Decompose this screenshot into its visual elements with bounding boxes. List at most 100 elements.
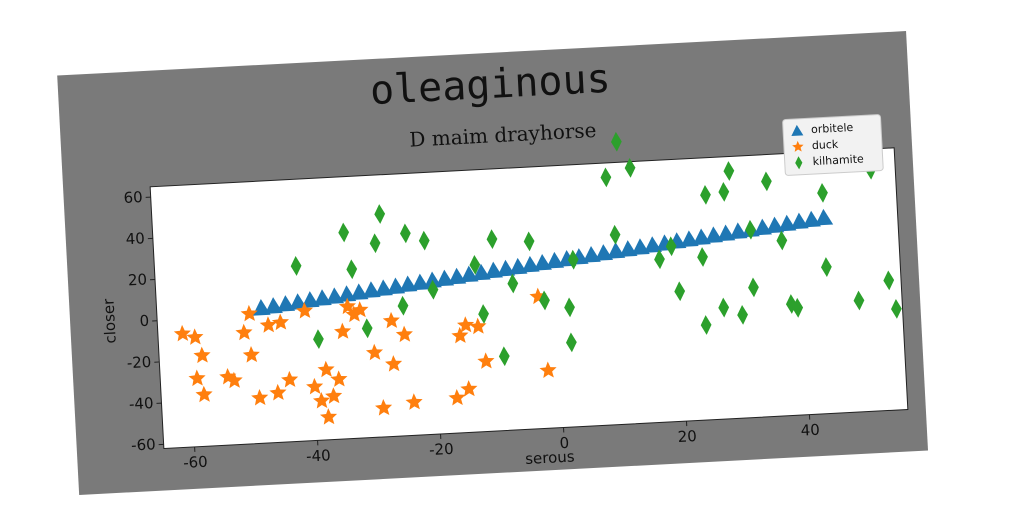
x-tick-label: 40: [800, 421, 820, 440]
scatter-point: [397, 295, 409, 316]
y-tick-label: -60: [131, 435, 156, 454]
scatter-point: [817, 183, 828, 203]
scatter-point: [498, 346, 510, 367]
scatter-point: [700, 315, 712, 335]
scatter-point: [281, 370, 299, 388]
y-tick-label: -40: [129, 394, 154, 413]
scatter-point: [539, 361, 557, 379]
scatter-point: [737, 304, 748, 325]
scatter-point: [361, 318, 373, 339]
scatter-point: [654, 249, 665, 270]
legend-label: duck: [812, 138, 840, 152]
scatter-point: [338, 222, 350, 243]
scatter-point: [186, 328, 204, 345]
scatter-point: [469, 254, 481, 275]
scatter-point: [427, 279, 439, 300]
scatter-point: [792, 297, 804, 318]
scatter-point: [290, 256, 302, 276]
legend-box: [782, 114, 884, 176]
scatter-point: [718, 181, 730, 202]
scatter-point: [225, 371, 243, 389]
legend-marker: [792, 140, 804, 152]
scatter-point: [306, 377, 324, 395]
scatter-point: [451, 326, 469, 344]
scatter-point: [609, 224, 621, 245]
x-axis-label: serous: [525, 447, 575, 468]
chart-card: oleaginous D maim drayhorse serous close…: [57, 31, 929, 495]
y-tick-label: 20: [127, 270, 147, 289]
y-tick-label: 40: [125, 229, 145, 248]
scatter-point: [365, 343, 384, 361]
scatter-point: [718, 297, 730, 318]
scatter-point: [399, 223, 411, 244]
x-tick-label: -40: [306, 446, 331, 465]
scatter-point: [334, 322, 352, 340]
scatter-point: [269, 383, 287, 401]
scatter-point: [674, 281, 686, 302]
scatter-point: [748, 277, 759, 298]
scatter-point: [319, 408, 338, 425]
scatter-point: [374, 204, 386, 224]
scatter-point: [610, 131, 622, 152]
scatter-point: [313, 329, 324, 350]
scatter-point: [486, 229, 498, 250]
legend-marker: [795, 156, 803, 170]
scatter-point: [259, 316, 277, 333]
scatter-point: [251, 388, 269, 406]
legend-label: orbitele: [811, 121, 854, 136]
scatter-point: [697, 247, 708, 267]
scatter-point: [240, 304, 258, 322]
scatter-point: [883, 270, 895, 291]
scatter-point: [188, 369, 206, 387]
scatter-point: [346, 259, 358, 280]
scatter-point: [418, 230, 430, 251]
scatter-point: [330, 370, 348, 387]
scatter-point: [776, 230, 788, 251]
x-tick-label: 20: [677, 427, 697, 446]
scatter-point: [539, 290, 550, 311]
scatter-point: [193, 346, 211, 364]
legend-marker: [791, 124, 804, 136]
scatter-point: [477, 352, 495, 369]
scatter-point: [723, 161, 735, 181]
y-tick-label: -20: [126, 353, 151, 372]
scatter-point: [235, 323, 253, 341]
scatter-point: [295, 301, 314, 319]
legend-label: kilhamite: [812, 152, 864, 168]
scatter-point: [853, 290, 865, 311]
scatter-point: [448, 388, 466, 406]
scatter-point: [700, 185, 711, 205]
scatter-point: [564, 297, 575, 318]
scatter-point: [375, 399, 393, 416]
scatter-point: [761, 171, 772, 192]
scatter-point: [507, 273, 519, 294]
scatter-point: [369, 233, 381, 254]
scatter-point: [565, 332, 577, 353]
scatter-point: [338, 297, 356, 315]
scatter-point: [317, 360, 335, 378]
scatter-point: [624, 157, 636, 178]
scatter-point: [745, 219, 756, 240]
y-tick-label: 0: [139, 312, 149, 330]
scatter-point: [456, 316, 475, 333]
scatter-point: [173, 324, 191, 342]
scatter-point: [469, 317, 487, 335]
scatter-point: [385, 355, 403, 372]
x-tick-label: 0: [559, 434, 569, 452]
scatter-point: [891, 298, 902, 319]
scatter-point: [351, 301, 369, 318]
scatter-point: [382, 311, 400, 329]
scatter-point: [460, 380, 478, 397]
y-axis-label: closer: [99, 297, 119, 344]
scatter-point: [821, 257, 832, 277]
scatter-point: [271, 313, 289, 331]
scatter-point: [345, 305, 363, 323]
scatter-point: [600, 167, 612, 188]
scatter-point: [567, 249, 579, 270]
scatter-point: [242, 346, 260, 363]
y-tick-label: 60: [123, 188, 143, 207]
scatter-point: [405, 393, 423, 410]
scatter-point: [478, 304, 489, 324]
